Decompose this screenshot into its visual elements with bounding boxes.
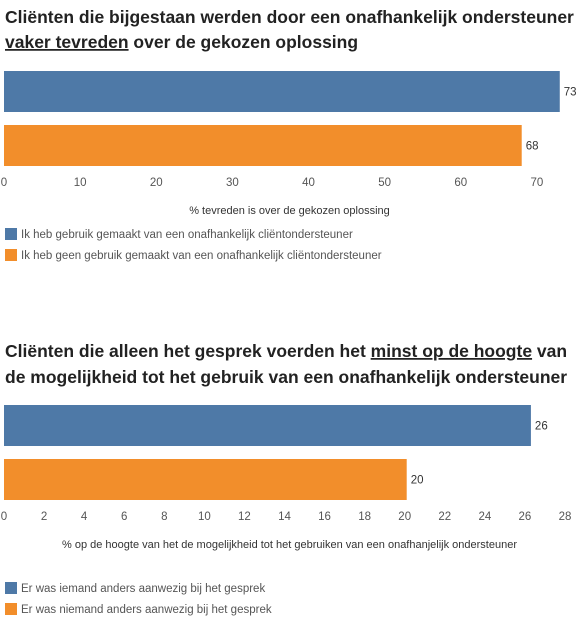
legend-swatch xyxy=(5,603,17,615)
x-tick-label: 22 xyxy=(438,511,451,523)
x-tick-label: 14 xyxy=(278,511,291,523)
x-tick-label: 8 xyxy=(161,511,167,523)
bar xyxy=(4,71,560,112)
chart-title-line: de mogelijkheid tot het gebruik van een … xyxy=(5,367,567,387)
x-tick-label: 12 xyxy=(238,511,251,523)
bar xyxy=(4,125,522,166)
chart-title-part: Cliënten die alleen het gesprek voerden … xyxy=(5,341,371,361)
x-tick-label: 0 xyxy=(1,511,7,523)
x-tick-label: 10 xyxy=(74,177,87,189)
x-tick-label: 6 xyxy=(121,511,127,523)
legend-swatch xyxy=(5,249,17,261)
chart-title-part: van xyxy=(532,341,567,361)
x-tick-label: 18 xyxy=(358,511,371,523)
legend-swatch xyxy=(5,228,17,240)
legend-label: Er was iemand anders aanwezig bij het ge… xyxy=(21,583,265,595)
chart-title-part: over de gekozen oplossing xyxy=(129,32,359,52)
legend-label: Er was niemand anders aanwezig bij het g… xyxy=(21,604,272,616)
chart-title-line: Cliënten die bijgestaan werden door een … xyxy=(5,7,574,27)
x-tick-label: 30 xyxy=(226,177,239,189)
data-label: 68 xyxy=(526,141,539,153)
legend-label: Ik heb geen gebruik gemaakt van een onaf… xyxy=(21,250,382,262)
x-tick-label: 10 xyxy=(198,511,211,523)
x-tick-label: 4 xyxy=(81,511,88,523)
x-tick-label: 0 xyxy=(1,177,7,189)
x-tick-label: 70 xyxy=(531,177,544,189)
chart-title-part: de mogelijkheid tot het gebruik van een … xyxy=(5,367,567,387)
x-tick-label: 40 xyxy=(302,177,315,189)
legend-label: Ik heb gebruik gemaakt van een onafhanke… xyxy=(21,229,353,241)
data-label: 73 xyxy=(564,87,577,99)
x-tick-label: 20 xyxy=(398,511,411,523)
x-axis-label: % tevreden is over de gekozen oplossing xyxy=(189,205,390,217)
x-tick-label: 16 xyxy=(318,511,331,523)
chart-title-line: vaker tevreden over de gekozen oplossing xyxy=(5,32,358,52)
bar xyxy=(4,459,407,500)
x-tick-label: 28 xyxy=(559,511,572,523)
x-tick-label: 50 xyxy=(378,177,391,189)
x-tick-label: 26 xyxy=(519,511,532,523)
chart-title-emphasis: minst op de hoogte xyxy=(371,341,533,361)
x-tick-label: 2 xyxy=(41,511,47,523)
chart-title-line: Cliënten die alleen het gesprek voerden … xyxy=(5,341,567,361)
x-tick-label: 24 xyxy=(478,511,491,523)
bar xyxy=(4,405,531,446)
x-tick-label: 60 xyxy=(454,177,467,189)
chart-title-part: Cliënten die bijgestaan werden door een … xyxy=(5,7,574,27)
data-label: 20 xyxy=(411,475,424,487)
chart-title-emphasis: vaker tevreden xyxy=(5,32,129,52)
x-tick-label: 20 xyxy=(150,177,163,189)
legend-swatch xyxy=(5,582,17,594)
x-axis-label: % op de hoogte van het de mogelijkheid t… xyxy=(62,539,517,551)
chart-1: Cliënten die bijgestaan werden door een … xyxy=(1,7,577,262)
data-label: 26 xyxy=(535,421,548,433)
chart-2: Cliënten die alleen het gesprek voerden … xyxy=(1,341,572,616)
